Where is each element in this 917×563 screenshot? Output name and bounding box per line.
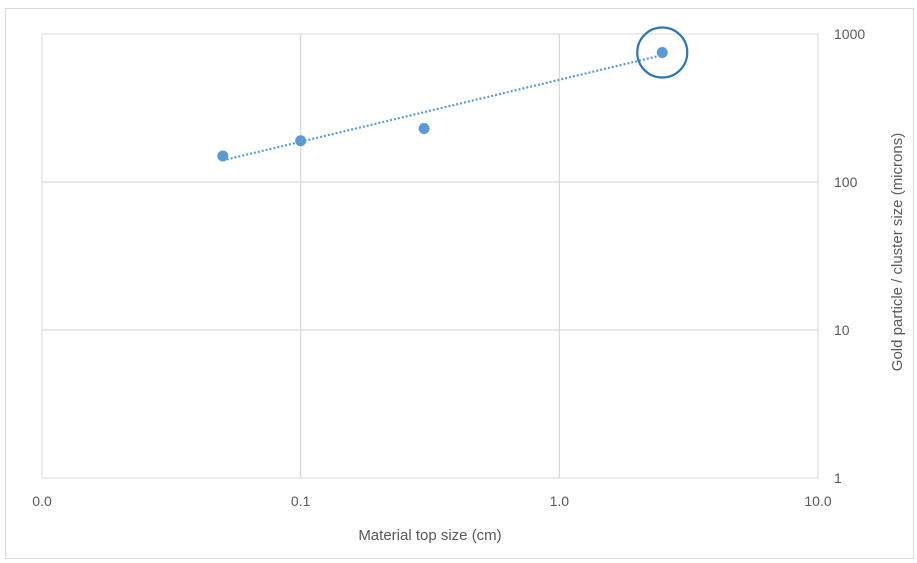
x-tick-label: 1.0	[550, 493, 570, 509]
x-axis-title: Material top size (cm)	[358, 527, 501, 544]
highlight-circle	[636, 26, 689, 79]
data-point	[295, 135, 307, 147]
data-point	[217, 150, 229, 162]
data-point	[656, 46, 668, 58]
y-tick-label: 1	[834, 470, 842, 486]
x-tick-label: 0.1	[291, 493, 311, 509]
x-tick-label: 0.0	[32, 493, 52, 509]
y-tick-label: 100	[834, 174, 858, 190]
plot-area-border	[41, 33, 819, 479]
x-tick-label: 10.0	[804, 493, 831, 509]
y-axis-title: Gold particle / cluster size (microns)	[889, 133, 906, 371]
y-tick-label: 1000	[834, 26, 865, 42]
chart-container	[5, 8, 914, 559]
trendline	[222, 54, 663, 162]
y-tick-label: 10	[834, 322, 850, 338]
data-point	[418, 122, 430, 134]
